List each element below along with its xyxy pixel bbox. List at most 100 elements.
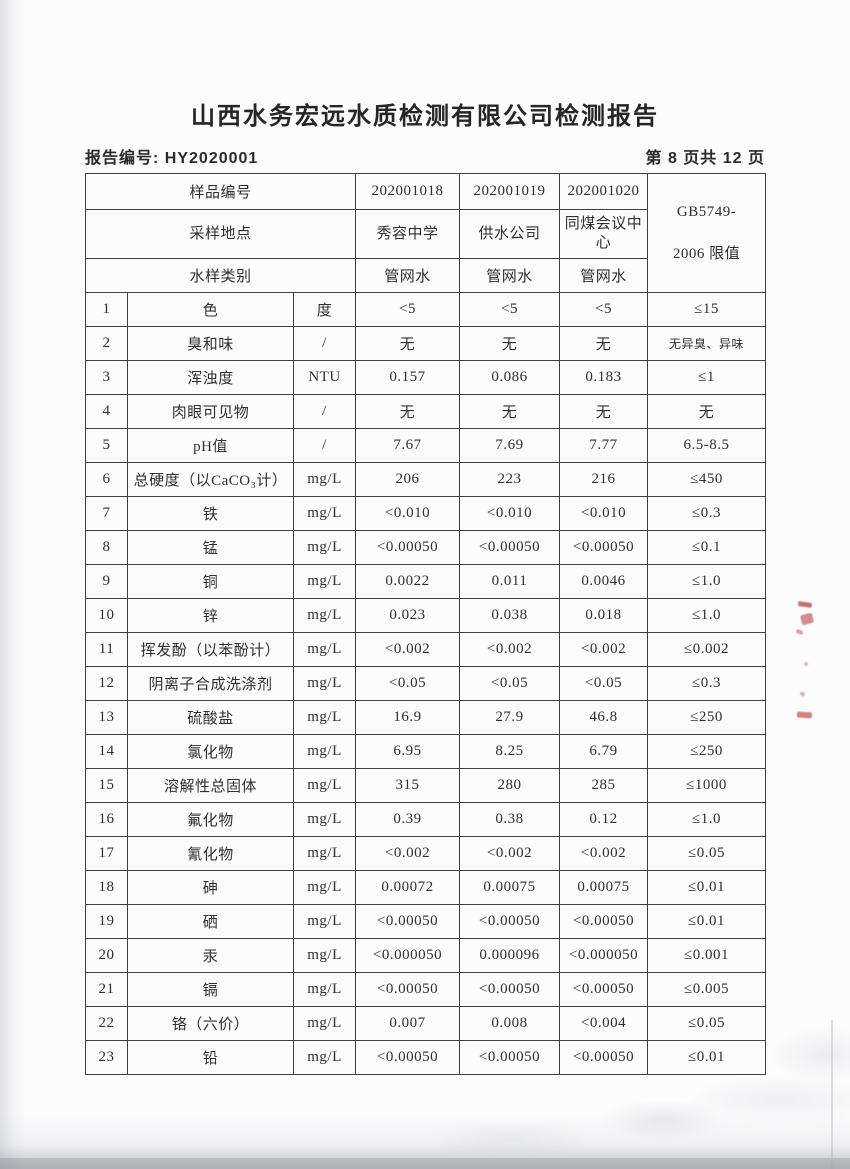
table-row: 22 铬（六价） mg/L 0.007 0.008 <0.004 ≤0.05 xyxy=(85,1006,767,1041)
parameter-unit: mg/L xyxy=(292,632,357,667)
report-title: 山西水务宏远水质检测有限公司检测报告 xyxy=(191,103,659,130)
sample2-value: 7.69 xyxy=(459,428,561,463)
sample1-value: 6.95 xyxy=(355,734,461,769)
limit-value: ≤0.01 xyxy=(647,1040,767,1075)
scan-edge-band-bottom xyxy=(0,1158,850,1169)
row-number: 17 xyxy=(85,836,128,871)
sample2-value: <0.00050 xyxy=(459,972,561,1007)
parameter-name: 镉 xyxy=(127,972,294,1007)
limit-value: ≤0.002 xyxy=(647,632,767,667)
sample2-value: <0.00050 xyxy=(459,904,561,939)
parameter-unit: mg/L xyxy=(292,734,357,769)
table-row: 13 硫酸盐 mg/L 16.9 27.9 46.8 ≤250 xyxy=(85,700,767,735)
sample1-value: 0.157 xyxy=(355,360,461,395)
sample3-value: 46.8 xyxy=(559,700,649,735)
sample2-value: <5 xyxy=(459,292,561,327)
parameter-name: 色 xyxy=(127,292,294,327)
row-number: 7 xyxy=(85,496,128,531)
row-number: 1 xyxy=(85,292,128,327)
sample3-value: 无 xyxy=(559,394,649,429)
parameter-name: 溶解性总固体 xyxy=(127,768,294,803)
parameter-name: 阴离子合成洗涤剂 xyxy=(127,666,294,701)
sample-id-label: 样品编号 xyxy=(84,173,357,210)
row-number: 22 xyxy=(85,1006,128,1041)
sample3-value: 0.018 xyxy=(559,598,649,633)
parameter-unit: mg/L xyxy=(292,666,357,701)
sample2-value: <0.00050 xyxy=(459,1040,561,1075)
location-label: 采样地点 xyxy=(84,209,357,259)
row-number: 2 xyxy=(85,326,128,361)
limit-standard-line2: 2006 限值 xyxy=(672,246,741,262)
limit-standard-header: GB5749- 2006 限值 xyxy=(647,173,767,293)
sample1-value: <0.00050 xyxy=(355,530,461,565)
sample2-value: 8.25 xyxy=(459,734,561,769)
parameter-unit: mg/L xyxy=(292,598,357,633)
location-3: 同煤会议中心 xyxy=(559,209,649,259)
parameter-unit: / xyxy=(292,326,357,361)
sample2-value: 27.9 xyxy=(459,700,561,735)
parameter-name: 氟化物 xyxy=(127,802,294,837)
sample2-value: 0.00075 xyxy=(459,870,561,905)
table-row: 3 浑浊度 NTU 0.157 0.086 0.183 ≤1 xyxy=(85,360,767,395)
table-row: 17 氰化物 mg/L <0.002 <0.002 <0.002 ≤0.05 xyxy=(85,836,767,871)
parameter-unit: mg/L xyxy=(292,564,357,599)
parameter-name: pH值 xyxy=(127,428,294,463)
parameter-name: 铬（六价） xyxy=(127,1006,294,1041)
sample3-value: 0.12 xyxy=(559,802,649,837)
limit-value: ≤0.01 xyxy=(647,870,767,905)
parameter-unit: mg/L xyxy=(292,870,357,905)
sample3-value: <0.002 xyxy=(559,836,649,871)
sample2-value: <0.010 xyxy=(459,496,561,531)
sample-id-2: 202001019 xyxy=(459,173,561,210)
sample3-value: <0.00050 xyxy=(559,972,649,1007)
report-number-value: HY2020001 xyxy=(164,150,259,167)
limit-value: ≤450 xyxy=(647,462,767,497)
parameter-unit: 度 xyxy=(292,292,357,327)
red-stamp-artifact xyxy=(792,600,822,745)
sample2-value: 0.38 xyxy=(459,802,561,837)
table-row: 8 锰 mg/L <0.00050 <0.00050 <0.00050 ≤0.1 xyxy=(85,530,767,565)
parameter-unit: / xyxy=(292,394,357,429)
sample1-value: 无 xyxy=(355,326,461,361)
table-row: 6 总硬度（以CaCO₃计） mg/L 206 223 216 ≤450 xyxy=(85,462,767,497)
limit-value: ≤0.3 xyxy=(647,666,767,701)
sample3-value: <0.00050 xyxy=(559,1040,649,1075)
sample1-value: 0.0022 xyxy=(355,564,461,599)
sample1-value: <0.002 xyxy=(355,836,461,871)
sample1-value: <0.000050 xyxy=(355,938,461,973)
sample1-value: 16.9 xyxy=(355,700,461,735)
table-row: 2 臭和味 / 无 无 无 无异臭、异味 xyxy=(85,326,767,361)
limit-standard-line1: GB5749- xyxy=(676,204,737,220)
row-number: 9 xyxy=(85,564,128,599)
sample1-value: <0.05 xyxy=(355,666,461,701)
sample2-value: <0.002 xyxy=(459,632,561,667)
category-1: 管网水 xyxy=(355,258,461,293)
parameter-name: 氰化物 xyxy=(127,836,294,871)
row-number: 23 xyxy=(85,1040,128,1075)
limit-value: ≤0.3 xyxy=(647,496,767,531)
parameter-name: 铜 xyxy=(127,564,294,599)
parameter-unit: mg/L xyxy=(292,530,357,565)
sample3-value: 7.77 xyxy=(559,428,649,463)
parameter-name: 氯化物 xyxy=(127,734,294,769)
parameter-unit: mg/L xyxy=(292,768,357,803)
parameter-unit: mg/L xyxy=(292,904,357,939)
limit-value: ≤1000 xyxy=(647,768,767,803)
sample3-value: 0.0046 xyxy=(559,564,649,599)
table-row: 18 砷 mg/L 0.00072 0.00075 0.00075 ≤0.01 xyxy=(85,870,767,905)
sample1-value: 无 xyxy=(355,394,461,429)
parameter-name: 肉眼可见物 xyxy=(127,394,294,429)
sample3-value: 0.00075 xyxy=(559,870,649,905)
table-row: 20 汞 mg/L <0.000050 0.000096 <0.000050 ≤… xyxy=(85,938,767,973)
sample1-value: 0.00072 xyxy=(355,870,461,905)
row-number: 6 xyxy=(85,462,128,497)
parameter-unit: mg/L xyxy=(292,462,357,497)
parameter-unit: mg/L xyxy=(292,496,357,531)
sample1-value: 0.023 xyxy=(355,598,461,633)
parameter-unit: mg/L xyxy=(292,972,357,1007)
sample1-value: 315 xyxy=(355,768,461,803)
limit-value: ≤0.05 xyxy=(647,836,767,871)
limit-value: 6.5-8.5 xyxy=(647,428,767,463)
sample1-value: 206 xyxy=(355,462,461,497)
report-number: 报告编号: HY2020001 xyxy=(85,144,258,168)
